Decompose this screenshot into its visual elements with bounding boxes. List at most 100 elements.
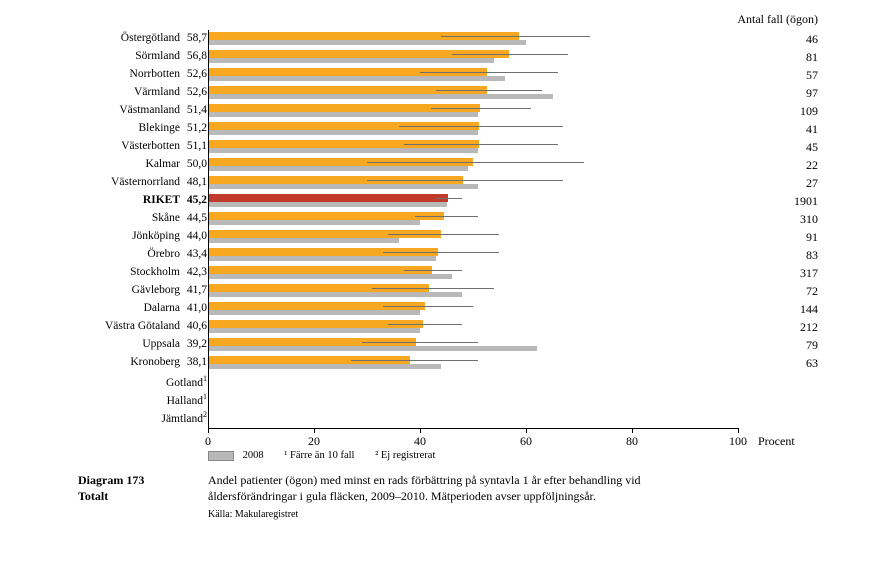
row-count: 144 [800,302,818,317]
bar-previous [208,184,478,189]
row-uppsala: Uppsala 39,2 79 [78,336,818,354]
bar-zone [208,264,738,282]
bar-previous [208,112,478,117]
bar-zone [208,174,738,192]
x-tick [738,428,739,433]
row-label: RIKET 45,2 [143,194,207,206]
bar-zone [208,66,738,84]
axis-line [208,428,738,429]
confidence-interval [372,288,494,290]
legend-note2: ² Ej registrerat [375,450,435,461]
bar-zone [208,282,738,300]
confidence-interval [362,342,479,344]
confidence-interval [351,360,478,362]
bar-previous [208,346,537,351]
x-tick [420,428,421,433]
diagram-subtitle: Totalt [78,488,198,504]
bar-zone [208,210,738,228]
row-label: Gotland1 [166,374,207,389]
bar-zone [208,354,738,372]
x-tick-label: 20 [308,434,320,449]
bar-current [208,212,444,220]
bar-zone [208,48,738,66]
legend-note1: ¹ Färre än 10 fall [284,450,354,461]
row-count: 63 [806,356,818,371]
diagram-number: Diagram 173 [78,472,198,488]
row-label: Östergötland 58,7 [121,32,207,44]
row-label: Dalarna 41,0 [144,302,207,314]
row-label: Uppsala 39,2 [142,338,207,350]
bar-zone [208,228,738,246]
row-count: 46 [806,32,818,47]
count-column-header: Antal fall (ögon) [737,12,818,27]
bar-current [208,266,432,274]
row-östergötland: Östergötland 58,7 46 [78,30,818,48]
row-halland: Halland1 [78,390,818,408]
confidence-interval [436,198,463,200]
bar-previous [208,328,420,333]
x-tick [632,428,633,433]
row-count: 41 [806,122,818,137]
confidence-interval [383,252,500,254]
row-count: 57 [806,68,818,83]
row-count: 27 [806,176,818,191]
row-label: Örebro 43,4 [147,248,207,260]
bar-current [208,194,448,202]
legend-prev-label: 2008 [243,450,264,461]
bar-zone [208,120,738,138]
bar-previous [208,148,478,153]
row-count: 317 [800,266,818,281]
bar-zone [208,156,738,174]
row-västernorrland: Västernorrland 48,127 [78,174,818,192]
bar-zone [208,318,738,336]
row-värmland: Värmland 52,697 [78,84,818,102]
bar-zone [208,336,738,354]
bar-previous [208,220,420,225]
row-label: Norrbotten 52,6 [130,68,207,80]
bar-previous [208,94,553,99]
row-label: Sörmland 56,8 [135,50,207,62]
row-label: Stockholm 42,3 [130,266,207,278]
confidence-interval [452,54,569,56]
bar-previous [208,202,447,207]
caption-source: Källa: Makularegistret [208,508,708,522]
plot-area: Östergötland 58,7 46Sörmland 56,881 Norrbo… [78,30,818,426]
row-sörmland: Sörmland 56,881 [78,48,818,66]
row-kalmar: Kalmar 50,022 [78,156,818,174]
row-label: Jönköping 44,0 [132,230,207,242]
row-kronoberg: Kronoberg 38,1 63 [78,354,818,372]
row-label: Västra Götaland 40,6 [105,320,207,332]
bar-previous [208,292,462,297]
confidence-interval [388,234,499,236]
legend-swatch-icon [208,451,234,461]
x-axis-unit: Procent [758,434,795,449]
bar-zone [208,300,738,318]
bar-previous [208,310,420,315]
caption-text: Andel patienter (ögon) med minst en rads… [208,472,708,504]
y-axis [208,30,209,428]
bar-previous [208,58,494,63]
row-label: Jämtland2 [161,410,207,425]
row-label: Kronoberg 38,1 [130,356,207,368]
x-tick-label: 0 [205,434,211,449]
bar-zone [208,30,738,48]
x-tick-label: 60 [520,434,532,449]
legend: 2008 ¹ Färre än 10 fall ² Ej registrerat [208,450,453,461]
bar-zone [208,138,738,156]
row-västerbotten: Västerbotten 51,145 [78,138,818,156]
bar-zone [208,102,738,120]
confidence-interval [415,216,479,218]
row-label: Skåne 44,5 [152,212,207,224]
row-label: Blekinge 51,2 [138,122,207,134]
bar-previous [208,274,452,279]
row-count: 79 [806,338,818,353]
row-count: 1901 [794,194,818,209]
row-stockholm: Stockholm 42,3 317 [78,264,818,282]
row-gotland: Gotland1 [78,372,818,390]
row-blekinge: Blekinge 51,2 41 [78,120,818,138]
row-label: Halland1 [167,392,207,407]
row-count: 22 [806,158,818,173]
confidence-interval [383,306,473,308]
row-count: 310 [800,212,818,227]
row-label: Västerbotten 51,1 [121,140,207,152]
